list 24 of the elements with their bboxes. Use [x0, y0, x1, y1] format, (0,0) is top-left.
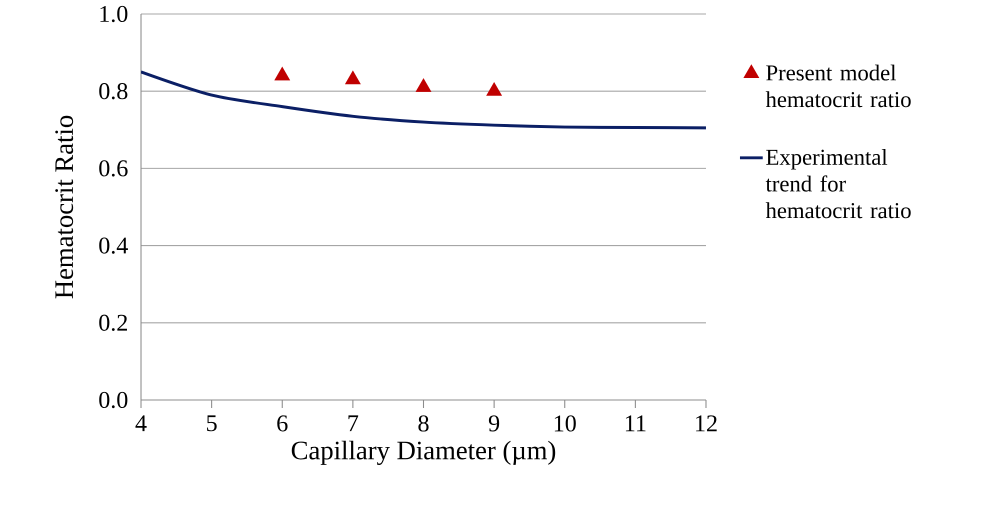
- x-tick-label: 10: [554, 415, 576, 432]
- y-tick-label: 0.6: [99, 160, 128, 177]
- x-tick-label: 8: [418, 415, 429, 432]
- line-series: [141, 70, 706, 130]
- y-tick-label: 1.0: [100, 6, 128, 22]
- y-axis-title: Hematocrit Ratio: [55, 116, 74, 298]
- y-tick-label: 0.2: [99, 314, 127, 331]
- y-tick-label: 0.4: [99, 237, 128, 254]
- x-tick-label: 6: [277, 415, 288, 432]
- x-tick-label: 12: [696, 415, 717, 432]
- y-tick-label: 0.8: [99, 83, 128, 100]
- point: [486, 82, 502, 96]
- y-tick-label: 0.0: [99, 392, 128, 408]
- x-tick-label: 7: [348, 415, 358, 432]
- point: [416, 78, 432, 92]
- point: [274, 66, 290, 80]
- x-axis-title: Capillary Diameter (µm): [292, 440, 556, 465]
- x-tick-label: 4: [135, 415, 147, 432]
- x-tick-label: 5: [207, 415, 217, 432]
- point: [345, 70, 361, 84]
- legend-label: Present model hematocrit ratio: [766, 64, 911, 108]
- legend-label: Experimental trend for hematocrit ratio: [766, 148, 911, 218]
- x-tick-label: 11: [626, 415, 646, 432]
- x-tick-label: 9: [488, 415, 500, 432]
